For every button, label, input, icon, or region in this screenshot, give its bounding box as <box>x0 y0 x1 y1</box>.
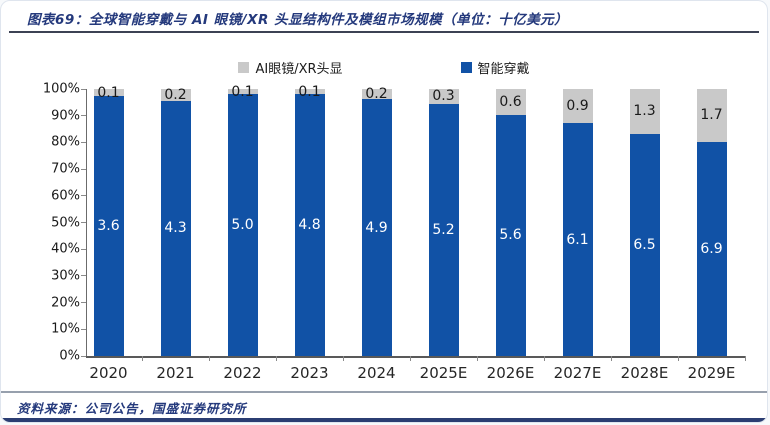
x-axis-category-label: 2022 <box>223 364 262 382</box>
x-axis-tick-mark <box>745 356 746 361</box>
y-axis-tick-label: 100% <box>42 81 80 97</box>
x-axis-line <box>86 356 746 358</box>
bar-segment-ai-xr-display <box>495 89 526 115</box>
y-axis-tick-label: 0% <box>59 348 80 364</box>
value-label-smart-wearable: 6.1 <box>566 231 589 248</box>
value-label-ai-xr-display: 0.1 <box>97 84 120 101</box>
bar-segment-ai-xr-display <box>696 89 727 142</box>
x-axis-category-label: 2026E <box>486 364 535 382</box>
value-label-ai-xr-display: 0.2 <box>365 86 388 103</box>
bar-segment-smart-wearable <box>629 133 660 356</box>
legend-label-wearable: 智能穿戴 <box>477 62 530 77</box>
bottom-border <box>1 418 767 422</box>
x-axis-category-label: 2028E <box>620 364 669 382</box>
bar-segment-ai-xr-display <box>428 89 459 104</box>
value-label-smart-wearable: 5.6 <box>499 227 522 244</box>
legend-label-xr: AI眼镜/XR头显 <box>255 62 343 77</box>
bar-segment-smart-wearable <box>160 100 191 356</box>
y-axis-tick-label: 80% <box>51 134 80 150</box>
legend-item-xr: AI眼镜/XR头显 <box>238 58 343 77</box>
y-axis-tick-label: 70% <box>51 161 80 177</box>
source-note: 资料来源：公司公告，国盛证券研究所 <box>17 401 247 416</box>
y-axis-tick-mark <box>81 355 86 357</box>
value-label-ai-xr-display: 0.9 <box>566 98 589 115</box>
x-axis-tick-mark <box>343 356 344 361</box>
y-axis-tick-mark <box>81 115 86 117</box>
x-axis-tick-mark <box>276 356 277 361</box>
y-axis-tick-label: 10% <box>51 321 80 337</box>
bar-segment-smart-wearable <box>696 141 727 356</box>
legend-swatch-blue <box>460 62 472 73</box>
bar-segment-ai-xr-display <box>294 89 325 95</box>
value-label-ai-xr-display: 0.1 <box>298 83 321 100</box>
value-label-ai-xr-display: 1.3 <box>633 103 656 120</box>
bar-segment-smart-wearable <box>294 94 325 356</box>
bar-segment-smart-wearable <box>93 96 124 356</box>
y-axis-tick-label: 90% <box>51 108 80 124</box>
y-axis-tick-mark <box>81 88 86 90</box>
y-axis-tick-mark <box>81 248 86 250</box>
y-axis-tick-mark <box>81 168 86 170</box>
y-axis-tick-mark <box>81 141 86 143</box>
x-axis-tick-mark <box>544 356 545 361</box>
legend-swatch-gray <box>238 62 250 73</box>
value-label-ai-xr-display: 0.2 <box>164 86 187 103</box>
x-axis-tick-mark <box>209 356 210 361</box>
x-axis-category-label: 2029E <box>687 364 736 382</box>
x-axis-category-label: 2020 <box>89 364 128 382</box>
x-axis-category-label: 2027E <box>553 364 602 382</box>
value-label-smart-wearable: 5.2 <box>432 221 455 238</box>
y-axis-tick-mark <box>81 195 86 197</box>
figure-title: 图表69：全球智能穿戴与 AI 眼镜/XR 头显结构件及模组市场规模（单位：十亿… <box>27 12 569 28</box>
bar-segment-ai-xr-display <box>629 89 660 134</box>
y-axis-tick-mark <box>81 222 86 223</box>
value-label-smart-wearable: 6.9 <box>700 240 723 257</box>
x-axis-tick-mark <box>142 356 143 361</box>
x-axis-category-label: 2024 <box>357 364 396 382</box>
x-axis-category-label: 2021 <box>156 364 195 382</box>
source-divider <box>1 391 767 393</box>
y-axis-tick-mark <box>81 302 86 304</box>
x-axis-tick-mark <box>410 356 411 361</box>
value-label-ai-xr-display: 0.1 <box>231 83 254 100</box>
bar-segment-smart-wearable <box>227 94 258 356</box>
bar-segment-smart-wearable <box>495 114 526 356</box>
y-axis-tick-mark <box>81 328 86 330</box>
y-axis-line <box>86 89 87 356</box>
value-label-smart-wearable: 3.6 <box>97 218 120 235</box>
y-axis-tick-label: 50% <box>51 215 80 230</box>
x-axis-category-label: 2023 <box>290 364 329 382</box>
value-label-smart-wearable: 4.8 <box>298 217 321 234</box>
bar-segment-ai-xr-display <box>361 89 392 100</box>
bar-segment-ai-xr-display <box>160 89 191 101</box>
value-label-smart-wearable: 4.9 <box>365 219 388 236</box>
value-label-ai-xr-display: 1.7 <box>700 107 723 124</box>
bar-segment-ai-xr-display <box>562 89 593 124</box>
value-label-smart-wearable: 6.5 <box>633 236 656 253</box>
y-axis-tick-label: 60% <box>51 188 80 204</box>
y-axis-tick-label: 20% <box>51 295 80 311</box>
bar-segment-smart-wearable <box>361 99 392 356</box>
x-axis-tick-mark <box>678 356 679 361</box>
chart-legend: AI眼镜/XR头显 智能穿戴 <box>1 58 767 77</box>
bar-segment-smart-wearable <box>562 123 593 356</box>
x-axis-tick-mark <box>611 356 612 361</box>
value-label-smart-wearable: 4.3 <box>164 220 187 237</box>
y-axis-tick-mark <box>81 275 86 277</box>
bar-segment-ai-xr-display <box>93 89 124 97</box>
y-axis-tick-label: 40% <box>51 241 80 257</box>
value-label-ai-xr-display: 0.3 <box>432 88 455 105</box>
x-axis-tick-mark <box>477 356 478 361</box>
x-axis-category-label: 2025E <box>419 364 468 382</box>
bar-segment-smart-wearable <box>428 103 459 356</box>
title-divider <box>9 31 759 33</box>
bar-segment-ai-xr-display <box>227 89 258 95</box>
legend-item-wearable: 智能穿戴 <box>460 58 530 77</box>
value-label-ai-xr-display: 0.6 <box>499 93 522 110</box>
y-axis-tick-label: 30% <box>51 268 80 284</box>
value-label-smart-wearable: 5.0 <box>231 217 254 234</box>
